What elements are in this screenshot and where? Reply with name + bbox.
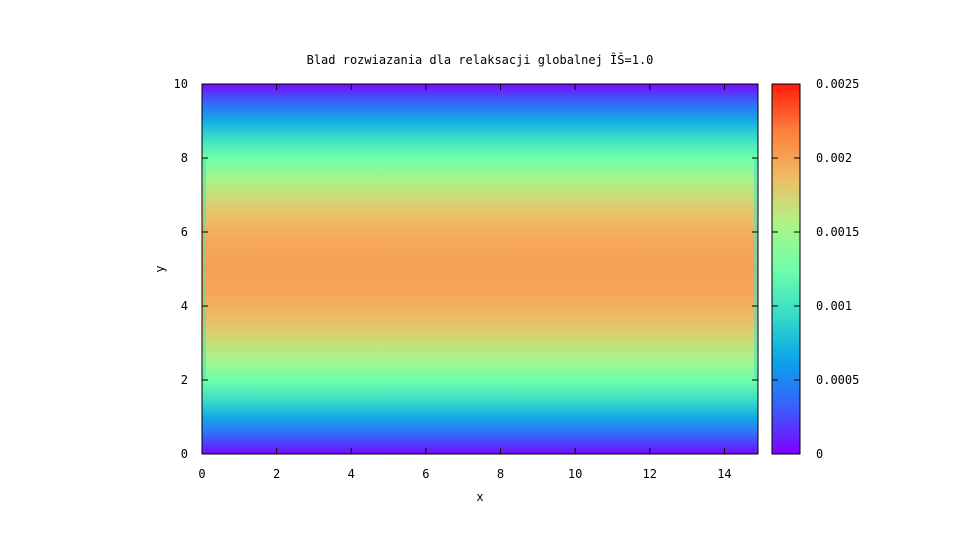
y-tick-label: 10	[174, 77, 188, 91]
x-tick-label: 2	[273, 467, 280, 481]
y-tick-label: 8	[181, 151, 188, 165]
colorbar-frame	[771, 83, 801, 455]
y-tick-label: 6	[181, 225, 188, 239]
colorbar-tick-label: 0.0005	[816, 373, 859, 387]
x-tick-label: 10	[568, 467, 582, 481]
x-tick-label: 6	[422, 467, 429, 481]
colorbar-gradient	[772, 84, 800, 454]
x-tick-label: 14	[717, 467, 731, 481]
x-tick-label: 0	[198, 467, 205, 481]
colorbar-tick-label: 0	[816, 447, 823, 461]
y-tick-label: 4	[181, 299, 188, 313]
x-axis: 0 2 4 6 8 10 12 14	[198, 84, 732, 481]
plot-frame	[201, 83, 759, 455]
y-tick-label: 2	[181, 373, 188, 387]
y-axis-label: y	[153, 265, 167, 272]
x-axis-label: x	[476, 490, 483, 504]
colorbar: 0 0.0005 0.001 0.0015 0.002 0.0025	[771, 77, 859, 461]
y-axis: 0 2 4 6 8 10	[174, 77, 758, 461]
x-tick-label: 8	[497, 467, 504, 481]
right-boundary-strip	[754, 158, 757, 380]
chart-title: Blad rozwiazania dla relaksacji globalne…	[307, 52, 654, 67]
x-tick-label: 12	[643, 467, 657, 481]
colorbar-tick-label: 0.001	[816, 299, 852, 313]
plot-area	[201, 83, 759, 455]
colorbar-tick-label: 0.0025	[816, 77, 859, 91]
x-tick-label: 4	[348, 467, 355, 481]
y-tick-label: 0	[181, 447, 188, 461]
colorbar-tick-label: 0.0015	[816, 225, 859, 239]
heatmap-field	[202, 84, 758, 454]
colorbar-tick-label: 0.002	[816, 151, 852, 165]
left-boundary-strip	[203, 158, 206, 380]
